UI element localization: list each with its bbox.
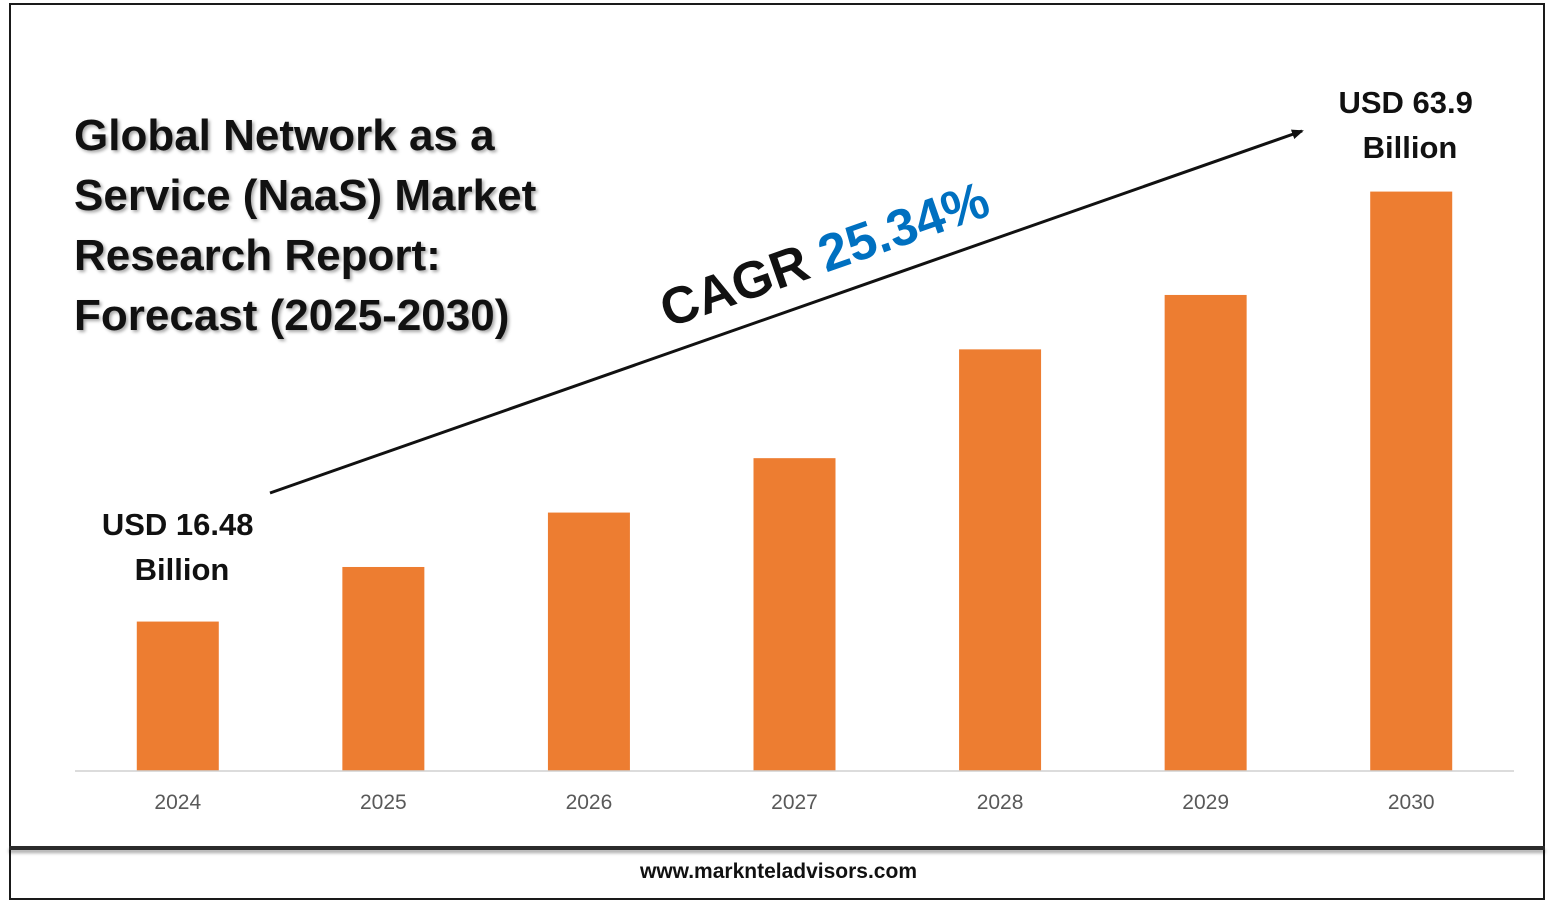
cagr-value: 25.34%	[811, 171, 997, 284]
bar-2027	[753, 458, 836, 771]
bar-2030	[1370, 191, 1453, 772]
footer-separator	[9, 846, 1545, 850]
start-label-line2: Billion	[135, 552, 230, 587]
x-tick-label: 2030	[1388, 791, 1435, 814]
title-line: Global Network as a	[74, 111, 495, 160]
cagr-prefix: CAGR	[653, 229, 830, 339]
chart-title: Global Network as a Service (NaaS) Marke…	[74, 106, 594, 346]
start-value-label: USD 16.48 Billion	[102, 507, 262, 587]
title-line: Service (NaaS) Market	[74, 171, 537, 220]
bar-2026	[547, 512, 630, 771]
bar-2028	[959, 349, 1042, 771]
title-line: Research Report:	[74, 231, 441, 280]
growth-arrow	[269, 129, 1304, 495]
bar-2024	[136, 621, 219, 771]
end-label-line1: USD 63.9	[1338, 85, 1472, 120]
x-tick-label: 2025	[360, 791, 407, 814]
bar-2025	[342, 566, 425, 771]
start-label-line1: USD 16.48	[102, 507, 254, 542]
x-tick-label: 2024	[154, 791, 201, 814]
end-value-label: USD 63.9 Billion	[1338, 85, 1481, 165]
x-tick-label: 2027	[771, 791, 818, 814]
footer-url: www.marknteladvisors.com	[640, 860, 917, 883]
bar-2029	[1164, 294, 1247, 771]
x-tick-label: 2029	[1182, 791, 1229, 814]
end-label-line2: Billion	[1363, 130, 1458, 165]
title-line: Forecast (2025-2030)	[74, 291, 510, 340]
x-tick-label: 2028	[977, 791, 1024, 814]
x-tick-label: 2026	[566, 791, 613, 814]
